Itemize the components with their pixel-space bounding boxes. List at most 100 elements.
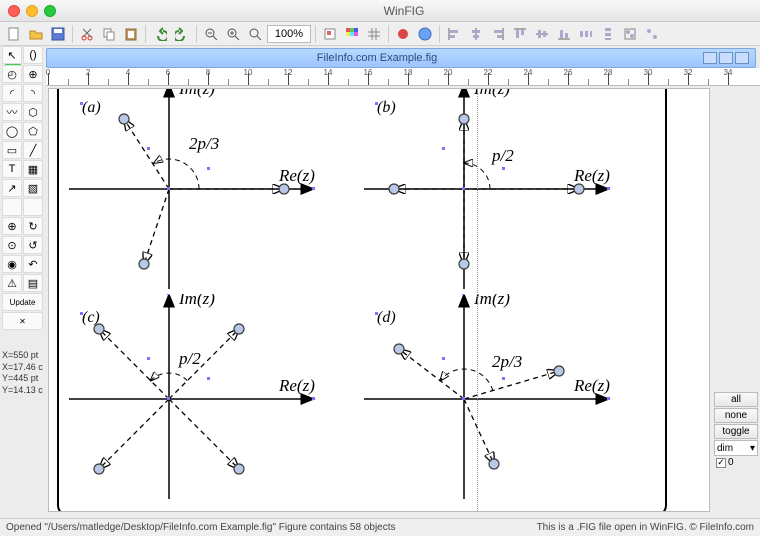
svg-text:Re(z): Re(z) xyxy=(278,376,315,395)
svg-text:2p/3: 2p/3 xyxy=(492,352,522,371)
svg-text:(a): (a) xyxy=(82,99,101,116)
svg-text:Re(z): Re(z) xyxy=(573,166,610,185)
group-button[interactable] xyxy=(620,24,640,44)
record-button[interactable] xyxy=(393,24,413,44)
status-bar: Opened "/Users/matledge/Desktop/FileInfo… xyxy=(0,518,760,536)
grid-button[interactable] xyxy=(364,24,384,44)
tool-poly-button[interactable]: ⬡ xyxy=(23,103,43,121)
tool- -button[interactable] xyxy=(2,198,22,216)
document-bar: Qt FileInfo.com Example.fig xyxy=(46,48,756,68)
drawing-page: Im(z) Re(z) (a) 2p/3 Im(z) Re(z) (b) p/2 Im(z) Re… xyxy=(57,88,667,512)
align-left-button[interactable] xyxy=(444,24,464,44)
tool-rot-ll-button[interactable]: ↶ xyxy=(23,255,43,273)
svg-text:Re(z): Re(z) xyxy=(573,376,610,395)
tool- -button[interactable] xyxy=(23,198,43,216)
check-icon: ✓ xyxy=(716,458,726,468)
open-button[interactable] xyxy=(26,24,46,44)
layer-panel: all none toggle dim▾ ✓0 xyxy=(714,392,758,468)
tool-arrow-button[interactable]: ↖ xyxy=(2,46,22,64)
horizontal-ruler: 0246810121416182022242628303234 xyxy=(46,68,760,86)
svg-text:Im(z): Im(z) xyxy=(178,88,215,98)
diagram-panel-d: Im(z)Re(z)(d)2p/3 xyxy=(359,294,649,504)
layer-mode-select[interactable]: dim▾ xyxy=(714,440,758,456)
tool-palette: ↖()◴⊕◜◝〰⬡◯⬠▭╱T▦↗▧ ⊕↻⊙↺◉↶⚠▤Update✕ xyxy=(2,46,44,330)
tool-arc-r-button[interactable]: ◝ xyxy=(23,84,43,102)
layers-button[interactable] xyxy=(320,24,340,44)
tool-rect-button[interactable]: ▭ xyxy=(2,141,22,159)
doc-minimize-button[interactable] xyxy=(703,52,717,64)
tool-plus-dot-button[interactable]: ⊙ xyxy=(2,236,22,254)
align-middle-button[interactable] xyxy=(532,24,552,44)
tool-circ-cross-button[interactable]: ⊕ xyxy=(23,65,43,83)
tool-plus-ell-button[interactable]: ◉ xyxy=(2,255,22,273)
paste-button[interactable] xyxy=(121,24,141,44)
ungroup-button[interactable] xyxy=(642,24,662,44)
document-title: FileInfo.com Example.fig xyxy=(53,52,701,64)
tool-plus-circ-button[interactable]: ⊕ xyxy=(2,217,22,235)
help-button[interactable] xyxy=(415,24,435,44)
svg-text:p/2: p/2 xyxy=(491,146,514,165)
new-button[interactable] xyxy=(4,24,24,44)
align-top-button[interactable] xyxy=(510,24,530,44)
dist-h-button[interactable] xyxy=(576,24,596,44)
svg-text:(c): (c) xyxy=(82,309,100,326)
doc-maximize-button[interactable] xyxy=(719,52,733,64)
coord-x-cm: X=17.46 c xyxy=(2,362,44,374)
layer-all-button[interactable]: all xyxy=(714,392,758,407)
layer-none-button[interactable]: none xyxy=(714,408,758,423)
close-window-icon[interactable] xyxy=(8,5,20,17)
svg-text:p/2: p/2 xyxy=(178,349,201,368)
tool-update-button[interactable]: Update xyxy=(2,293,43,311)
zoom-out-button[interactable] xyxy=(201,24,221,44)
copy-button[interactable] xyxy=(99,24,119,44)
tool-pointer-button[interactable]: ↗ xyxy=(2,179,22,197)
redo-button[interactable] xyxy=(172,24,192,44)
svg-text:2p/3: 2p/3 xyxy=(189,134,219,153)
tool-wave-button[interactable]: 〰 xyxy=(2,103,22,121)
dist-v-button[interactable] xyxy=(598,24,618,44)
save-button[interactable] xyxy=(48,24,68,44)
diagram-panel-a: Im(z)Re(z)(a)2p/3 xyxy=(64,88,354,294)
doc-close-button[interactable] xyxy=(735,52,749,64)
zoom-fit-button[interactable] xyxy=(245,24,265,44)
color-palette-button[interactable] xyxy=(342,24,362,44)
cut-button[interactable] xyxy=(77,24,97,44)
svg-text:Im(z): Im(z) xyxy=(178,294,215,308)
layer-0-label: 0 xyxy=(728,457,734,468)
align-bottom-button[interactable] xyxy=(554,24,574,44)
tool-rot-cw-button[interactable]: ↻ xyxy=(23,217,43,235)
align-center-button[interactable] xyxy=(466,24,486,44)
tool-hex-button[interactable]: ⬠ xyxy=(23,122,43,140)
status-right: This is a .FIG file open in WinFIG. © Fi… xyxy=(537,522,754,533)
tool-grid-button[interactable]: ▦ xyxy=(23,160,43,178)
tool-image-button[interactable]: ▧ xyxy=(23,179,43,197)
window-title: WinFIG xyxy=(56,4,752,18)
canvas-area[interactable]: Im(z) Re(z) (a) 2p/3 Im(z) Re(z) (b) p/2 Im(z) Re… xyxy=(48,88,710,512)
tool-panel-button[interactable]: ▤ xyxy=(23,274,43,292)
minimize-window-icon[interactable] xyxy=(26,5,38,17)
layer-mode-label: dim xyxy=(717,443,733,454)
diagram-panel-c: Im(z) Re(z) (c) p/2 xyxy=(64,294,354,504)
main-toolbar xyxy=(0,22,760,46)
coordinate-readout: X=550 pt X=17.46 c Y=445 pt Y=14.13 c xyxy=(2,350,44,397)
tool-paren-button[interactable]: () xyxy=(23,46,43,64)
tool-circ-dot-button[interactable]: ◴ xyxy=(2,65,22,83)
maximize-window-icon[interactable] xyxy=(44,5,56,17)
guide-line xyxy=(477,89,478,511)
svg-text:Im(z): Im(z) xyxy=(473,88,510,98)
tool-text-button[interactable]: T xyxy=(2,160,22,178)
tool-warn-button[interactable]: ⚠ xyxy=(2,274,22,292)
tool-ellipse-button[interactable]: ◯ xyxy=(2,122,22,140)
align-right-button[interactable] xyxy=(488,24,508,44)
layer-0-checkbox[interactable]: ✓0 xyxy=(714,457,758,468)
undo-button[interactable] xyxy=(150,24,170,44)
tool-rot-ccw-button[interactable]: ↺ xyxy=(23,236,43,254)
layer-toggle-button[interactable]: toggle xyxy=(714,424,758,439)
svg-text:(b): (b) xyxy=(377,99,396,116)
tool-arc-l-button[interactable]: ◜ xyxy=(2,84,22,102)
tool-close-button[interactable]: ✕ xyxy=(2,312,43,330)
zoom-input[interactable] xyxy=(267,25,311,43)
zoom-in-button[interactable] xyxy=(223,24,243,44)
tool-line-button[interactable]: ╱ xyxy=(23,141,43,159)
svg-text:Im(z): Im(z) xyxy=(473,294,510,308)
